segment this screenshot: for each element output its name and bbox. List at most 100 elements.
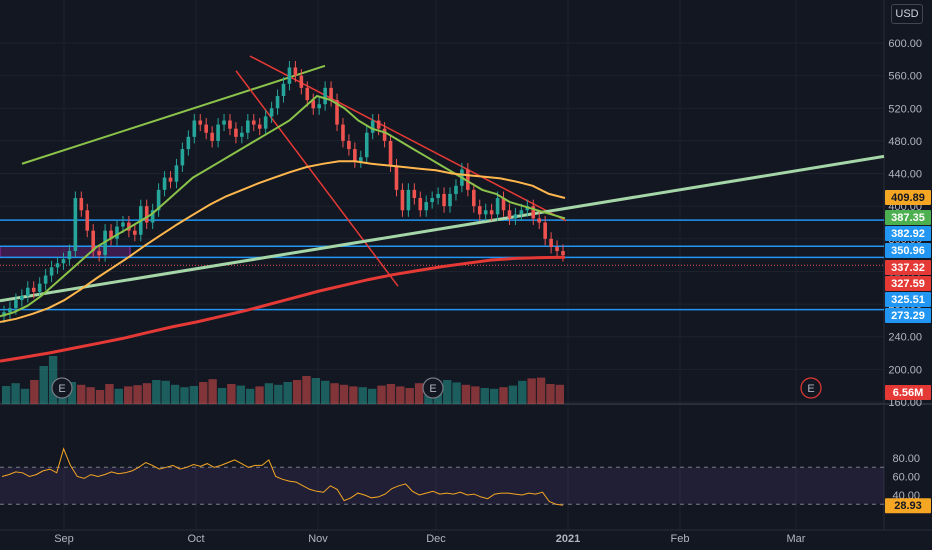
- candle-body: [240, 132, 244, 137]
- volume-bar: [274, 384, 283, 404]
- volume-bar: [518, 380, 527, 404]
- earnings-marker[interactable]: [800, 377, 822, 399]
- volume-bar: [292, 380, 302, 404]
- price-tag: [885, 190, 931, 205]
- volume-bar: [123, 386, 133, 404]
- time-tick-label: Oct: [187, 533, 204, 545]
- candle-body: [555, 246, 559, 252]
- price-tag-label: 387.35: [891, 212, 925, 224]
- candle-body: [67, 251, 72, 260]
- volume-bar: [377, 385, 386, 404]
- candle-body: [513, 214, 518, 219]
- volume-bar: [555, 384, 564, 404]
- price-tags: 409.89 387.35 382.92 350.96 337.32 327.59 325.…: [885, 190, 931, 514]
- moving-average-line: [0, 255, 566, 363]
- price-tick-label: 520.00: [888, 103, 922, 115]
- candle-body: [364, 132, 369, 158]
- candle-body: [382, 128, 387, 141]
- price-tag: [885, 260, 931, 275]
- earnings-marker[interactable]: [51, 377, 73, 399]
- candle-body: [299, 75, 304, 88]
- volume-bar: [536, 377, 546, 404]
- rsi-tick-label: 60.00: [892, 472, 920, 484]
- price-tag: [885, 385, 931, 400]
- price-tag-label: 6.56M: [893, 387, 924, 399]
- volume-bar: [105, 384, 114, 404]
- volume-bar: [386, 384, 396, 404]
- candle-body: [281, 83, 286, 97]
- volume-bar: [227, 384, 236, 404]
- time-tick-label: Sep: [54, 533, 74, 545]
- candle-body: [406, 189, 411, 211]
- candle-body: [20, 295, 24, 301]
- price-tick-label: 200.00: [888, 364, 922, 376]
- volume-bar: [471, 386, 480, 404]
- candle-body: [305, 87, 310, 101]
- volume-bar: [489, 388, 499, 404]
- volume-bar: [461, 384, 471, 404]
- candle-body: [477, 206, 482, 215]
- candle-body: [49, 267, 54, 276]
- candle-body: [293, 67, 298, 76]
- moving-average-line: [0, 160, 566, 323]
- volume-bar: [311, 378, 321, 404]
- rsi-tick-label: 80.00: [892, 453, 920, 465]
- candle-body: [347, 140, 351, 150]
- volume-bar: [358, 387, 367, 404]
- candle-body: [287, 67, 292, 84]
- candle-body: [174, 165, 179, 182]
- volume-bar: [114, 388, 123, 404]
- volume-bar: [414, 383, 424, 404]
- candle-body: [442, 193, 446, 207]
- candle-body: [186, 136, 191, 150]
- earnings-marker[interactable]: [422, 377, 444, 399]
- candle-body: [234, 128, 238, 137]
- candle-body: [246, 120, 250, 133]
- time-tick-label: Mar: [787, 533, 806, 545]
- candle-body: [400, 189, 405, 211]
- volume-bar: [11, 383, 20, 404]
- price-tag-label: 337.32: [891, 262, 925, 274]
- earnings-marker-label: E: [58, 383, 65, 395]
- trendlines: [0, 55, 885, 303]
- volume-bar: [499, 387, 508, 404]
- candle-body: [335, 100, 339, 125]
- candle-body: [91, 230, 96, 252]
- volume-bar: [452, 382, 461, 404]
- uptrend-channel-upper: [21, 64, 326, 165]
- volume-bar: [321, 380, 330, 404]
- currency-button[interactable]: USD: [891, 4, 923, 24]
- candle-body: [561, 251, 565, 256]
- candle-body: [192, 120, 197, 137]
- downtrend-channel-lower: [235, 70, 399, 287]
- candle-body: [519, 210, 524, 215]
- candle-body: [150, 210, 155, 223]
- long-term-trendline: [0, 154, 885, 303]
- rsi-line: [1, 447, 564, 506]
- candle-body: [394, 165, 399, 190]
- moving-average-line: [0, 94, 566, 318]
- volume-bar: [367, 388, 377, 404]
- volume-bar: [283, 382, 292, 404]
- volume-bars: [2, 356, 564, 404]
- candle-body: [531, 206, 536, 219]
- price-tick-label: 240.00: [888, 332, 922, 344]
- candle-body: [329, 87, 333, 101]
- volume-bar: [349, 386, 358, 404]
- time-tick-label: Dec: [426, 533, 446, 545]
- candle-body: [263, 116, 268, 129]
- earnings-marker-label: E: [807, 383, 814, 395]
- candle-body: [466, 169, 470, 190]
- candle-body: [353, 149, 357, 162]
- volume-bar: [255, 386, 264, 404]
- earnings-marker-label: E: [429, 383, 436, 395]
- price-tag: [885, 226, 931, 241]
- rsi-band: [0, 466, 884, 505]
- volume-bar: [245, 388, 255, 404]
- price-tag-label: 325.51: [891, 294, 925, 306]
- candle-body: [115, 226, 119, 239]
- candle-body: [412, 189, 417, 199]
- price-tick-label: 480.00: [888, 136, 922, 148]
